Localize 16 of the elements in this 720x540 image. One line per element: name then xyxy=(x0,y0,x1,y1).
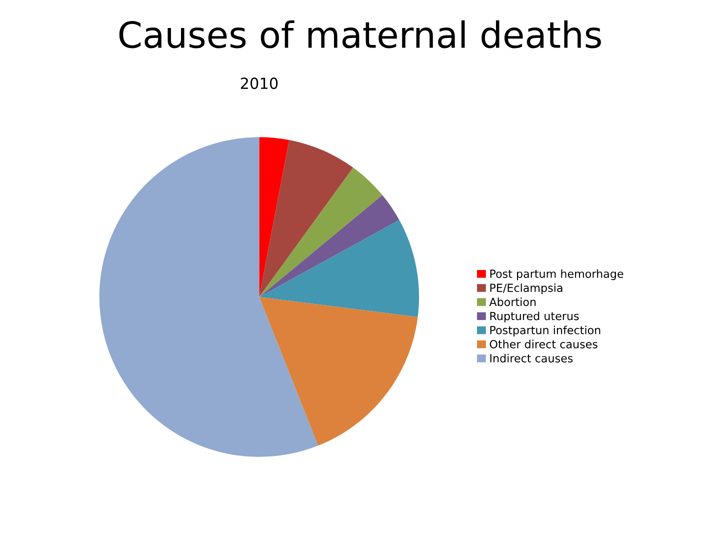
pie-slice xyxy=(259,220,420,318)
legend-label: PE/Eclampsia xyxy=(490,283,562,294)
pie-slice xyxy=(259,140,354,297)
pie-slice xyxy=(259,195,400,297)
pie-slice xyxy=(259,137,290,297)
legend-label: Abortion xyxy=(489,298,536,306)
legend-label: Ruptured uterus xyxy=(490,312,579,322)
legend-label: Indirect causes xyxy=(490,354,573,362)
pie-slice xyxy=(99,137,318,457)
legend-label: Postpartun infection xyxy=(490,326,600,336)
pie-slice xyxy=(259,168,382,297)
pie-slice xyxy=(259,297,418,446)
chart-subtitle: 2010 xyxy=(240,78,278,90)
legend-label: Post partum hemorhage xyxy=(490,269,624,280)
chart-title: Causes of maternal deaths xyxy=(119,20,601,48)
legend-label: Other direct causes xyxy=(490,340,598,348)
